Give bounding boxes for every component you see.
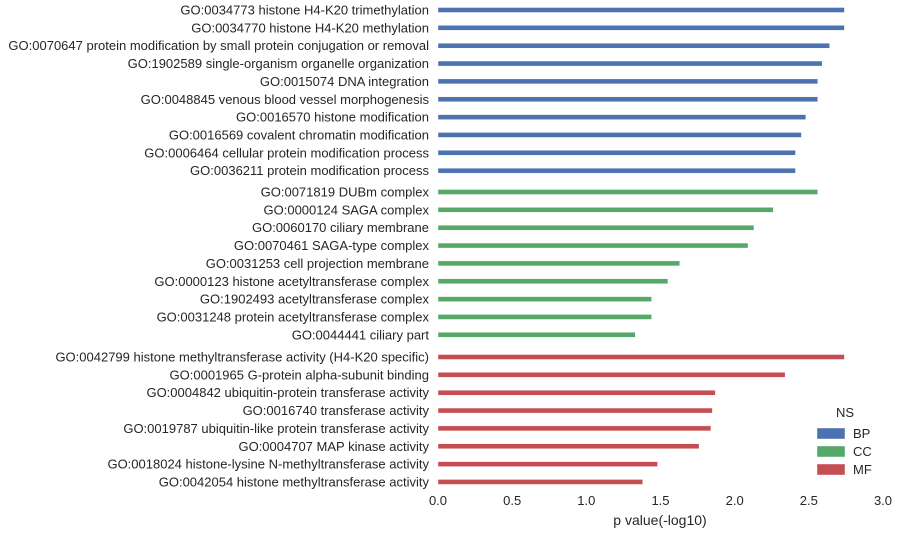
x-tick-label: 1.5: [651, 493, 669, 508]
bar-bp: [437, 43, 830, 49]
bar-bp: [437, 167, 796, 174]
bar-mf: [437, 354, 845, 360]
category-label: GO:0034773 histone H4-K20 trimethylation: [180, 3, 429, 18]
x-axis-ticks: 0.0 0.5 1.0 1.5 2.0 2.5 3.0: [429, 493, 892, 508]
bar-bp: [437, 150, 796, 156]
category-label: GO:0034770 histone H4-K20 methylation: [191, 20, 429, 35]
category-label: GO:0001965 G-protein alpha-subunit bindi…: [170, 367, 429, 382]
bar-bp: [437, 114, 807, 120]
bar-cc: [437, 314, 652, 320]
bar-mf: [437, 461, 658, 467]
category-labels: GO:0034773 histone H4-K20 trimethylation…: [8, 3, 429, 490]
legend-label-mf: MF: [853, 462, 872, 477]
category-label: GO:0016740 transferase activity: [243, 403, 430, 418]
bar-mf: [437, 479, 643, 485]
category-label: GO:0018024 histone-lysine N-methyltransf…: [107, 457, 429, 472]
category-label: GO:0031253 cell projection membrane: [206, 256, 429, 271]
bar-cc: [437, 207, 774, 213]
bar-bp: [437, 60, 823, 67]
category-label: GO:0031248 protein acetyltransferase com…: [157, 309, 430, 324]
category-label: GO:0071819 DUBm complex: [261, 185, 430, 200]
category-label: GO:0016570 histone modification: [236, 110, 429, 125]
bar-bp: [437, 96, 818, 102]
x-tick-label: 1.0: [577, 493, 595, 508]
bars-layer: [437, 7, 845, 485]
category-label: GO:0044441 ciliary part: [292, 327, 430, 342]
x-tick-label: 2.0: [726, 493, 744, 508]
legend: NS BP CC MF: [816, 405, 872, 477]
category-label: GO:1902493 acetyltransferase complex: [200, 292, 430, 307]
category-label: GO:1902589 single-organism organelle org…: [128, 56, 429, 71]
bar-mf: [437, 390, 716, 396]
category-label: GO:0016569 covalent chromatin modificati…: [169, 127, 429, 142]
category-label: GO:0000123 histone acetyltransferase com…: [154, 274, 429, 289]
legend-title: NS: [836, 405, 854, 420]
category-label: GO:0015074 DNA integration: [260, 74, 429, 89]
legend-swatch-mf: [816, 463, 846, 476]
bar-cc: [437, 332, 636, 338]
category-label: GO:0060170 ciliary membrane: [252, 220, 429, 235]
bar-mf: [437, 425, 712, 432]
category-label: GO:0000124 SAGA complex: [264, 202, 430, 217]
category-label: GO:0070647 protein modification by small…: [8, 38, 429, 53]
bar-cc: [437, 242, 749, 249]
x-tick-label: 2.5: [800, 493, 818, 508]
x-tick-label: 3.0: [874, 493, 892, 508]
bar-bp: [437, 78, 818, 85]
bar-mf: [437, 372, 786, 378]
category-label: GO:0042054 histone methyltransferase act…: [159, 474, 430, 489]
bar-mf: [437, 407, 713, 414]
bar-bp: [437, 7, 845, 13]
category-label: GO:0004707 MAP kinase activity: [238, 439, 429, 454]
bar-bp: [437, 132, 802, 138]
category-label: GO:0004842 ubiquitin-protein transferase…: [146, 385, 429, 400]
legend-label-cc: CC: [853, 444, 872, 459]
category-label: GO:0042799 histone methyltransferase act…: [55, 350, 429, 365]
category-label: GO:0048845 venous blood vessel morphogen…: [141, 92, 430, 107]
category-label: GO:0070461 SAGA-type complex: [234, 238, 430, 253]
category-label: GO:0006464 cellular protein modification…: [144, 145, 429, 160]
legend-swatch-cc: [816, 445, 846, 458]
bar-mf: [437, 443, 700, 449]
bar-cc: [437, 278, 669, 284]
bar-cc: [437, 189, 818, 195]
category-label: GO:0019787 ubiquitin-like protein transf…: [123, 421, 429, 436]
bar-cc: [437, 260, 680, 267]
bar-bp: [437, 25, 845, 31]
x-tick-label: 0.5: [503, 493, 521, 508]
legend-label-bp: BP: [853, 426, 870, 441]
bar-cc: [437, 224, 755, 231]
x-axis-title: p value(-log10): [613, 512, 706, 528]
legend-swatch-bp: [816, 427, 846, 440]
category-label: GO:0036211 protein modification process: [190, 163, 429, 178]
bar-cc: [437, 296, 652, 302]
x-tick-label: 0.0: [429, 493, 447, 508]
